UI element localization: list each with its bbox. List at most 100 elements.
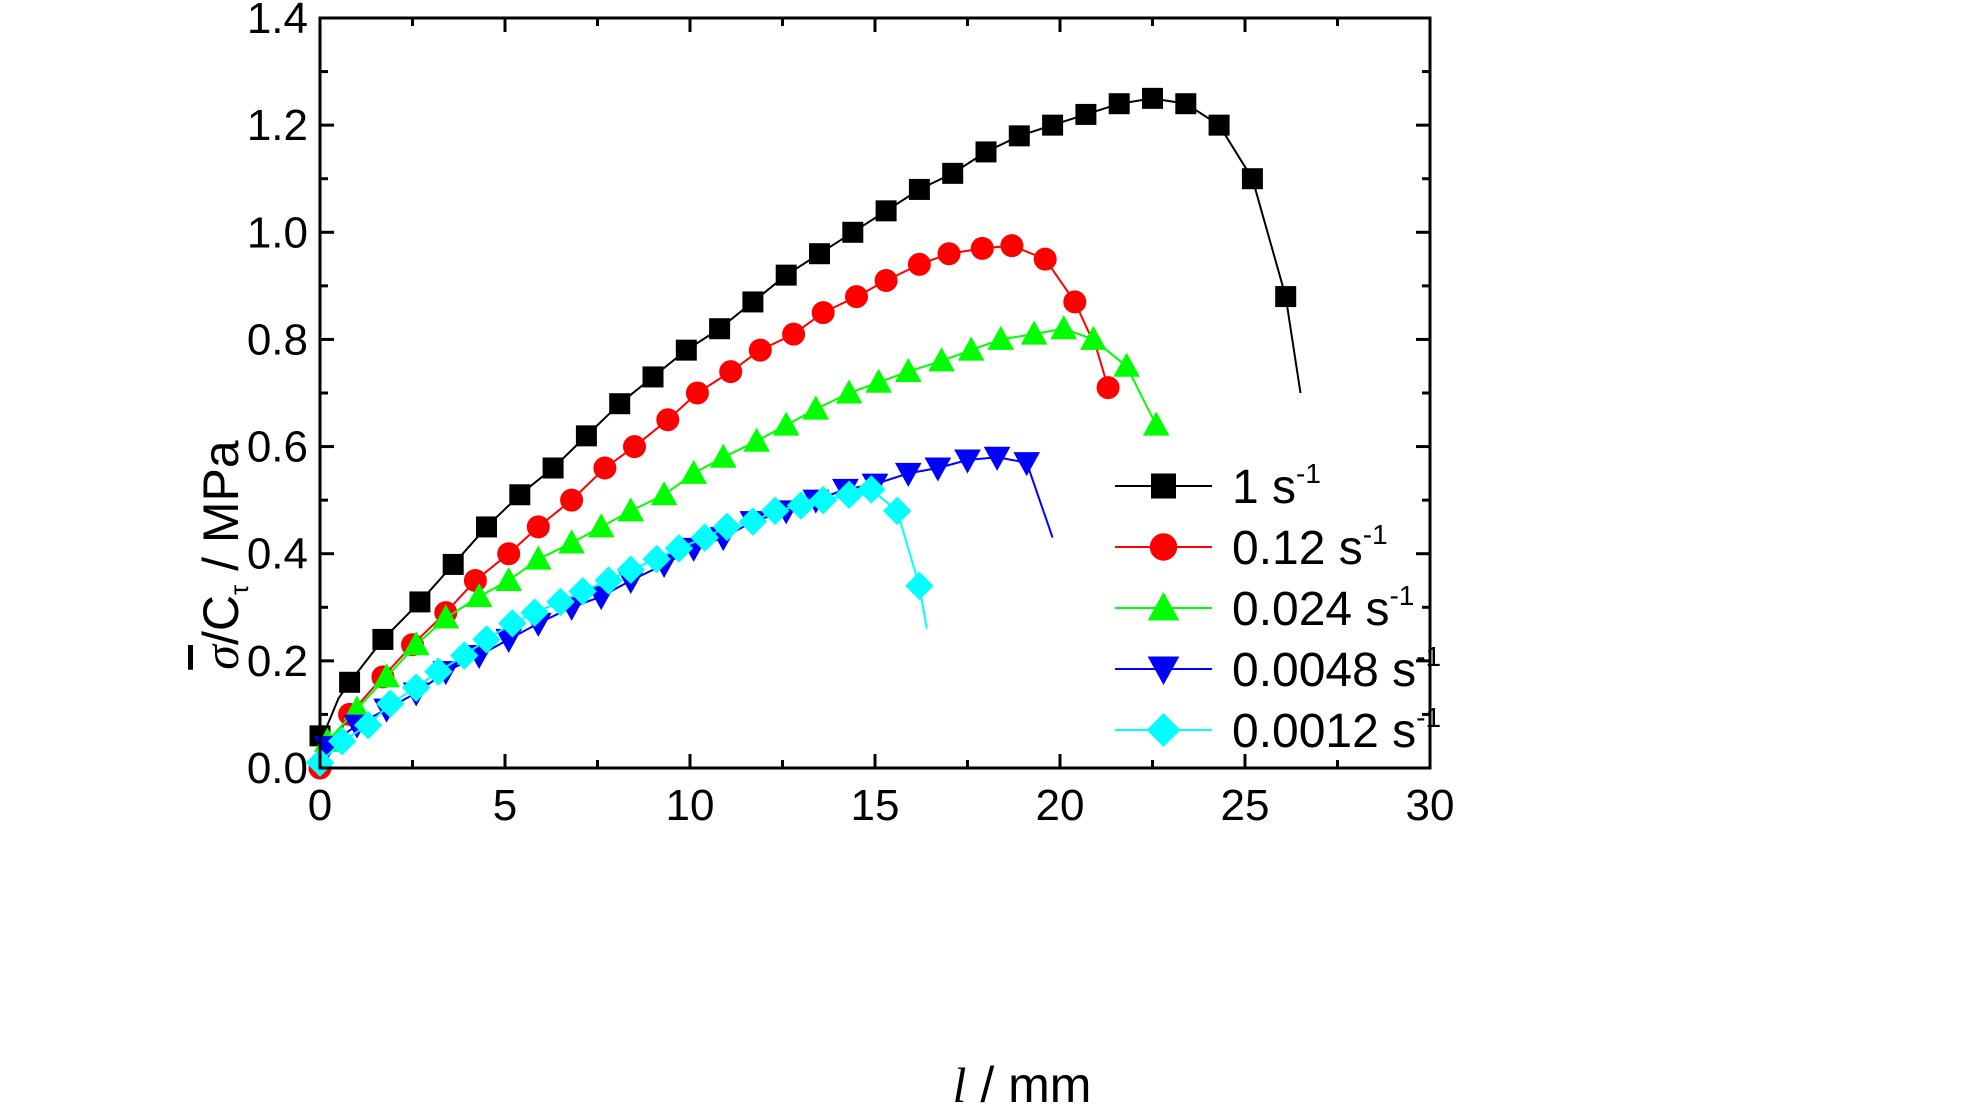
series-point [685, 381, 709, 405]
series-2 [308, 234, 1120, 780]
series-point [975, 141, 997, 163]
series-point [450, 641, 479, 670]
legend-label-main: 0.0012 s [1232, 705, 1416, 758]
x-axis-title: l / mm [953, 1057, 1092, 1110]
series-line [319, 244, 1120, 769]
y-axis-unit: / MPa [193, 440, 249, 585]
series-point [497, 542, 521, 566]
series-point [401, 673, 431, 702]
x-axis-var: l [953, 1057, 967, 1110]
series-point [432, 604, 460, 629]
series-point [1020, 320, 1048, 345]
series-point [587, 513, 615, 538]
series-point [424, 657, 453, 686]
legend-label-main: 0.024 s [1232, 583, 1389, 636]
x-tick-label: 25 [1221, 781, 1270, 830]
series-point [894, 462, 922, 487]
series-point [616, 555, 646, 584]
series-1 [309, 87, 1302, 769]
series-point [924, 457, 952, 482]
y-axis-c: /C [193, 595, 249, 645]
plot-series [305, 87, 1302, 780]
y-tick-label: 0.2 [247, 637, 308, 686]
legend-marker [1147, 591, 1180, 621]
series-point [1013, 452, 1041, 477]
y-tick-label: 1.0 [247, 208, 308, 257]
series-point [1008, 125, 1030, 147]
series-point [476, 516, 497, 538]
svg-text:σ/Cτ / MPa: σ/Cτ / MPa [193, 440, 254, 670]
series-point [808, 485, 838, 515]
series-point [465, 583, 493, 608]
series-point [1142, 87, 1163, 109]
x-tick-labels: 0 5 10 15 20 25 30 [308, 781, 1455, 830]
series-point [1050, 315, 1078, 340]
series-point [1113, 352, 1140, 377]
series-point [937, 242, 961, 266]
series-line [319, 327, 1158, 769]
series-point [1000, 234, 1024, 258]
y-tick-labels: 0.0 0.2 0.4 0.6 0.8 1.0 1.2 1.4 [247, 0, 308, 793]
series-point [1042, 114, 1064, 136]
series-point [845, 285, 868, 309]
series-point [1275, 286, 1297, 308]
series-point [1075, 103, 1097, 125]
series-point [526, 515, 550, 539]
y-axis-sigma: σ [193, 643, 249, 670]
series-point [558, 529, 585, 554]
series-point [809, 243, 830, 265]
legend-label-sup: -1 [1416, 702, 1441, 733]
y-tick-label: 1.2 [247, 101, 308, 150]
series-point [594, 566, 623, 595]
plot-frame [318, 16, 1432, 770]
series-point [709, 443, 737, 468]
legend-marker [1151, 473, 1176, 499]
legend-label-main: 0.0048 s [1232, 644, 1416, 697]
x-tick-label: 30 [1406, 781, 1455, 830]
legend-item: 0.024 s-1 [1115, 580, 1414, 636]
series-point [560, 488, 584, 512]
x-tick-label: 10 [666, 781, 715, 830]
series-point [709, 318, 731, 340]
y-axis-title: σ/Cτ / MPa [193, 440, 254, 670]
series-point [874, 269, 898, 292]
series-point [353, 710, 383, 740]
series-point [376, 689, 405, 718]
series-point [742, 291, 764, 313]
series-point [882, 496, 912, 526]
series-point [857, 475, 886, 504]
legend-item: 0.0012 s-1 [1115, 702, 1441, 758]
y-tick-label: 1.4 [247, 0, 308, 43]
series-point [970, 236, 994, 260]
series-3 [314, 315, 1170, 769]
series-point [875, 200, 897, 222]
series-point [1108, 93, 1130, 115]
series-point [957, 336, 985, 361]
series-point [542, 457, 564, 479]
series-point [327, 727, 357, 756]
series-point [811, 301, 835, 325]
series-point [908, 178, 930, 200]
series-point [987, 325, 1015, 350]
legend-marker [1149, 533, 1178, 561]
legend-label-sup: -1 [1296, 458, 1321, 489]
series-point [642, 544, 671, 574]
x-tick-label: 0 [308, 781, 332, 830]
series-point [690, 523, 720, 552]
series-point [373, 663, 400, 688]
legend-item: 0.12 s-1 [1115, 519, 1388, 575]
series-point [609, 393, 631, 415]
series-point [617, 497, 645, 522]
legend-label: 0.024 s-1 [1232, 580, 1414, 636]
series-point [623, 435, 646, 459]
series-point [1033, 247, 1057, 271]
series-point [463, 569, 487, 592]
legend-item: 0.0048 s-1 [1115, 641, 1441, 697]
y-axis-sub: τ [224, 584, 254, 595]
legend-label: 0.0048 s-1 [1232, 641, 1441, 697]
series-point [575, 425, 597, 447]
series-point [928, 347, 955, 372]
y-axis-ticks [320, 16, 1430, 770]
legend-label: 1 s-1 [1232, 458, 1321, 514]
